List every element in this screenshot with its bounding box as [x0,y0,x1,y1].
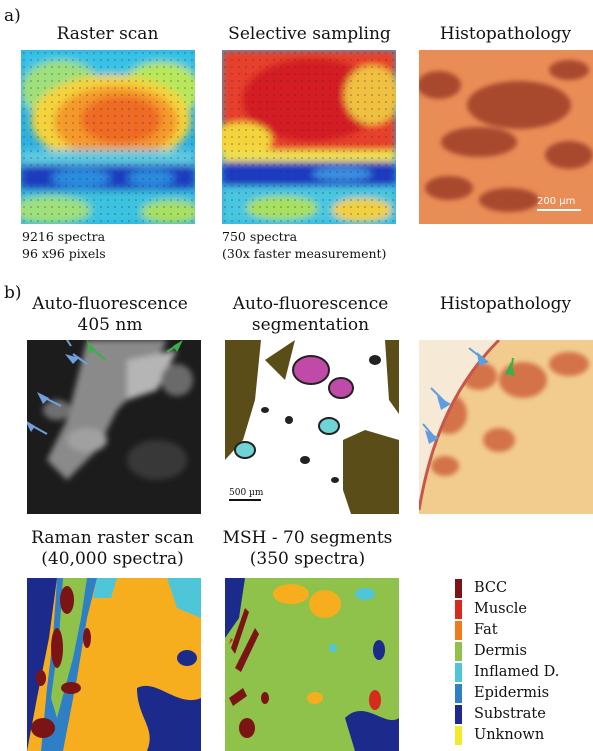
scale-bar-a-line [537,209,581,211]
legend-label-inflamed-dermis: Inflamed D. [474,664,560,680]
msh-title-line-1: MSH - 70 segments [222,528,393,548]
raster-scan-title: Raster scan [56,24,159,44]
histopathology-title-b: Histopathology [439,294,572,314]
raman-raster-image [27,578,201,751]
legend-swatch-muscle [455,600,462,619]
legend-swatch-fat [455,621,462,640]
legend-swatch-substrate [455,705,462,724]
panel-b-label: b) [4,283,22,303]
legend-item-unknown: Unknown [455,726,544,745]
legend-item-inflamed-dermis: Inflamed D. [455,663,559,682]
raster-caption-line-1: 9216 spectra [22,229,106,244]
segmentation-title-line-1: Auto-fluorescence [232,294,389,314]
tissue-legend: BCC Muscle Fat Dermis Inflamed D. Epider… [455,579,593,747]
scale-bar-b-label: 500 µm [229,488,264,498]
legend-item-muscle: Muscle [455,600,527,619]
legend-swatch-inflamed-dermis [455,663,462,682]
legend-label-fat: Fat [474,622,498,638]
autofluorescence-title: Auto-fluorescence 405 nm [15,294,205,336]
raman-title-line-2: (40,000 spectra) [41,549,184,569]
segmentation-title-line-2: segmentation [251,315,370,335]
scale-bar-a-label: 200 µm [537,196,576,207]
selective-caption: 750 spectra (30x faster measurement) [222,228,386,262]
histopathology-image-a: 200 µm [419,50,593,224]
selective-caption-line-1: 750 spectra [222,229,298,244]
legend-label-unknown: Unknown [474,727,545,743]
msh-title-line-2: (350 spectra) [249,549,366,569]
scale-bar-b: 500 µm [229,488,263,501]
legend-label-muscle: Muscle [474,601,527,617]
autofluorescence-title-line-1: Auto-fluorescence [32,294,188,314]
legend-item-substrate: Substrate [455,705,546,724]
legend-label-dermis: Dermis [474,643,527,659]
raman-raster-title: Raman raster scan (40,000 spectra) [15,528,210,570]
legend-label-epidermis: Epidermis [474,685,550,701]
histopathology-image-b [419,340,593,514]
segmentation-image: 500 µm [225,340,399,514]
legend-label-bcc: BCC [474,580,508,596]
raster-scan-image [21,50,195,224]
legend-swatch-bcc [455,579,462,598]
autofluorescence-image [27,340,201,514]
autofluorescence-title-line-2: 405 nm [77,315,143,335]
panel-a-label: a) [4,6,21,26]
msh-title: MSH - 70 segments (350 spectra) [215,528,400,570]
msh-image [225,578,399,751]
raster-caption-line-2: 96 x96 pixels [22,246,106,261]
raman-title-line-1: Raman raster scan [31,528,194,548]
scale-bar-b-line [229,499,261,501]
selective-sampling-image [222,50,396,224]
legend-item-epidermis: Epidermis [455,684,549,703]
scale-bar-a: 200 µm [537,196,581,212]
selective-caption-line-2: (30x faster measurement) [222,246,387,261]
raster-caption: 9216 spectra 96 x96 pixels [22,228,106,262]
legend-swatch-epidermis [455,684,462,703]
histopathology-title-a: Histopathology [439,24,572,44]
legend-swatch-dermis [455,642,462,661]
legend-item-bcc: BCC [455,579,507,598]
selective-sampling-title: Selective sampling [228,24,391,44]
legend-item-dermis: Dermis [455,642,527,661]
legend-item-fat: Fat [455,621,498,640]
autofluorescence-segmentation-title: Auto-fluorescence segmentation [218,294,403,336]
legend-swatch-unknown [455,726,462,745]
legend-label-substrate: Substrate [474,706,546,722]
